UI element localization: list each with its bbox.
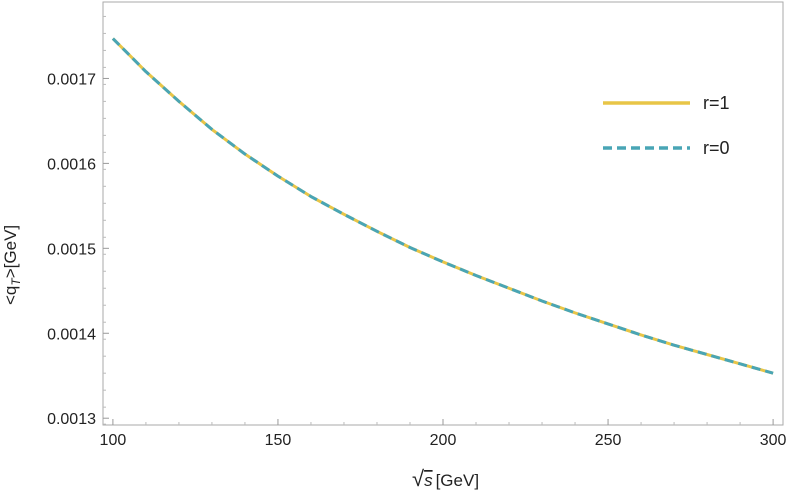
y-tick-label: 0.0015 — [47, 241, 96, 258]
series-line-r1 — [111, 37, 774, 375]
x-tick-label: 250 — [595, 432, 622, 449]
y-axis-label-unit: >[GeV] — [1, 225, 20, 278]
x-tick-label: 300 — [760, 432, 787, 449]
y-axis-label-sub: T — [9, 277, 23, 286]
y-axis-label-main: <q — [1, 286, 20, 305]
y-tick-label: 0.0013 — [47, 411, 96, 428]
y-tick-label: 0.0016 — [47, 156, 96, 173]
legend: r=1 r=0 — [603, 93, 730, 158]
x-tick-label: 100 — [100, 432, 127, 449]
x-tick-label: 200 — [430, 432, 457, 449]
legend-label: r=1 — [703, 93, 730, 113]
y-tick-label: 0.0017 — [47, 71, 96, 88]
series-layer — [111, 37, 774, 375]
y-tick-label: 0.0014 — [47, 326, 96, 343]
legend-label: r=0 — [703, 138, 730, 158]
x-axis-label-var: s — [424, 471, 433, 490]
plot-frame — [102, 1, 784, 426]
y-axis-ticks: 0.0013 0.0014 0.0015 0.0016 0.0017 — [47, 15, 109, 428]
series-line-r0 — [111, 37, 774, 375]
x-axis-ticks: 100 150 200 250 300 — [100, 419, 787, 449]
y-axis-label: <qT>[GeV] — [1, 225, 23, 305]
x-tick-label: 150 — [265, 432, 292, 449]
x-axis-label: √s [GeV] — [412, 466, 479, 491]
x-axis-label-unit: [GeV] — [436, 471, 479, 490]
x-axis-label-sqrt: √ — [412, 466, 425, 491]
